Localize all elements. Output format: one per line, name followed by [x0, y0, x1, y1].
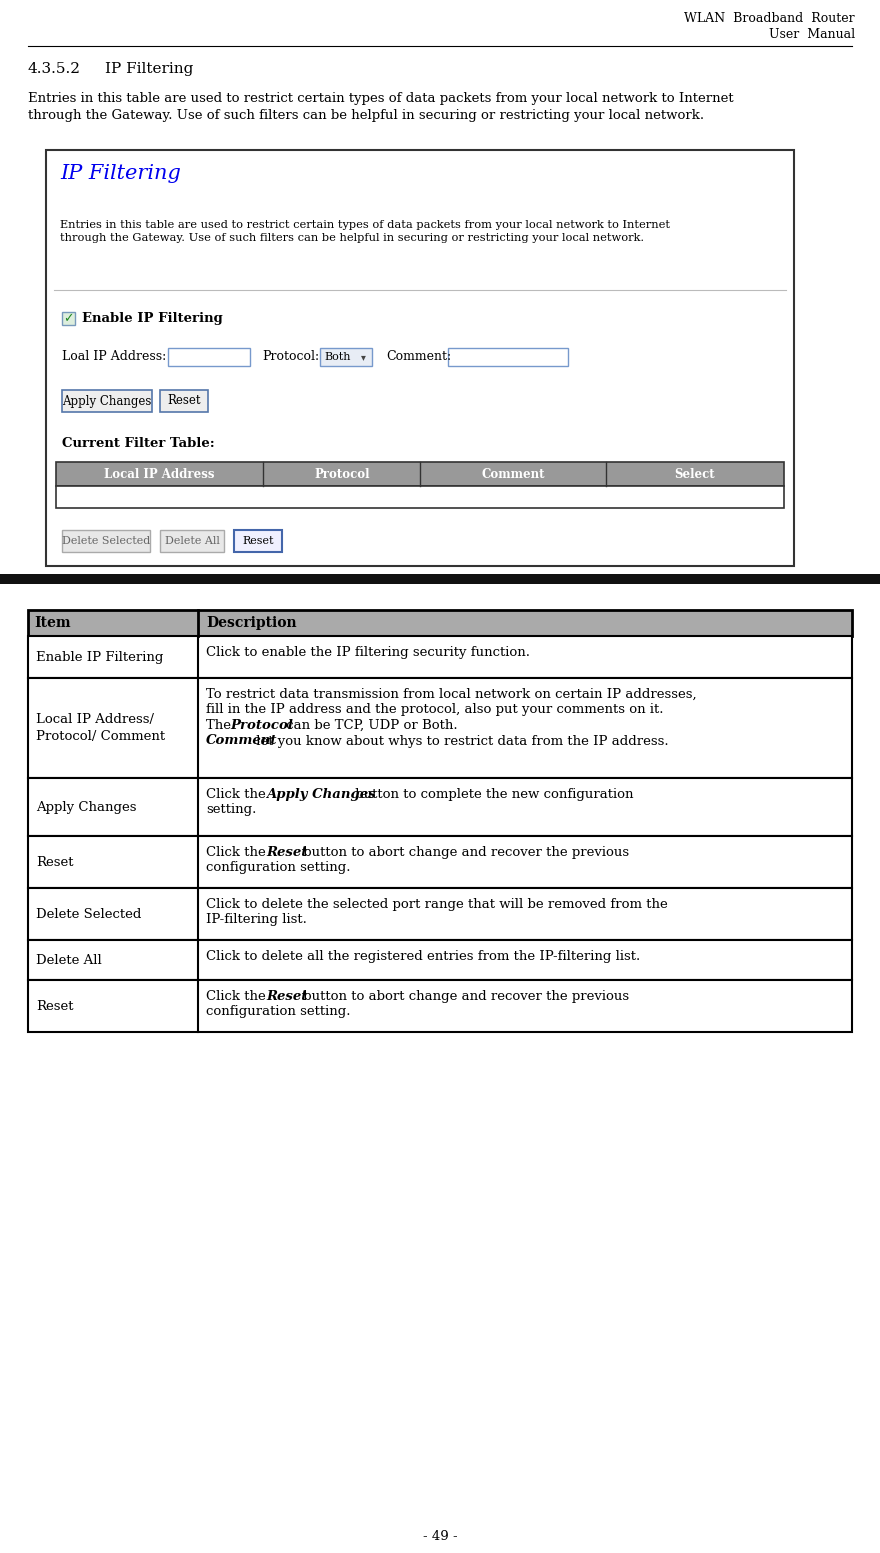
Text: Reset: Reset	[267, 989, 308, 1003]
Text: Protocol:: Protocol:	[262, 351, 319, 363]
Bar	[56, 461, 784, 486]
Text: Delete Selected: Delete Selected	[62, 536, 150, 547]
Bar	[28, 778, 852, 836]
Text: IP-filtering list.: IP-filtering list.	[206, 913, 307, 927]
Text: Local IP Address/
Protocol/ Comment: Local IP Address/ Protocol/ Comment	[36, 713, 165, 742]
Text: Both: Both	[324, 353, 350, 362]
Bar	[62, 312, 75, 325]
Bar	[28, 679, 852, 778]
Bar	[28, 940, 852, 980]
Text: Click to delete the selected port range that will be removed from the: Click to delete the selected port range …	[206, 898, 668, 912]
Bar	[28, 836, 852, 888]
Text: Click the: Click the	[206, 846, 270, 859]
Bar	[62, 390, 152, 412]
Text: button to abort change and recover the previous: button to abort change and recover the p…	[299, 846, 629, 859]
Text: Protocol: Protocol	[231, 719, 293, 731]
Text: Reset: Reset	[242, 536, 274, 547]
Text: Item: Item	[34, 617, 70, 631]
Text: Comment: Comment	[206, 735, 277, 747]
Text: button to complete the new configuration: button to complete the new configuration	[351, 787, 634, 801]
Bar	[62, 530, 150, 551]
Bar	[320, 348, 372, 367]
Text: Entries in this table are used to restrict certain types of data packets from yo: Entries in this table are used to restri…	[28, 92, 734, 123]
Text: Comment:: Comment:	[386, 351, 451, 363]
Text: WLAN  Broadband  Router: WLAN Broadband Router	[685, 12, 855, 25]
Text: Description: Description	[206, 617, 297, 631]
Text: To restrict data transmission from local network on certain IP addresses,: To restrict data transmission from local…	[206, 688, 697, 700]
Text: - 49 -: - 49 -	[422, 1530, 458, 1544]
Bar	[28, 637, 852, 679]
Bar	[0, 575, 880, 584]
Text: configuration setting.: configuration setting.	[206, 862, 350, 874]
Text: Select: Select	[674, 467, 715, 480]
Text: Delete All: Delete All	[36, 954, 102, 966]
Bar	[234, 530, 282, 551]
Bar	[448, 348, 568, 367]
Text: Loal IP Address:: Loal IP Address:	[62, 351, 166, 363]
Text: User  Manual: User Manual	[769, 28, 855, 40]
Text: Current Filter Table:: Current Filter Table:	[62, 436, 215, 450]
Text: IP Filtering: IP Filtering	[60, 165, 181, 183]
Text: Delete Selected: Delete Selected	[36, 907, 142, 921]
Text: Enable IP Filtering: Enable IP Filtering	[36, 651, 164, 663]
Bar	[46, 151, 794, 565]
Text: Reset: Reset	[167, 394, 201, 407]
Text: Comment: Comment	[481, 467, 545, 480]
Bar	[28, 610, 852, 637]
Text: Click the: Click the	[206, 989, 270, 1003]
Text: fill in the IP address and the protocol, also put your comments on it.: fill in the IP address and the protocol,…	[206, 704, 664, 716]
Text: 4.3.5.2: 4.3.5.2	[28, 62, 81, 76]
Text: Apply Changes: Apply Changes	[36, 800, 136, 814]
Text: ▾: ▾	[361, 353, 365, 362]
Text: let you know about whys to restrict data from the IP address.: let you know about whys to restrict data…	[252, 735, 668, 747]
Text: IP Filtering: IP Filtering	[105, 62, 194, 76]
Text: Click to delete all the registered entries from the IP-filtering list.: Click to delete all the registered entri…	[206, 950, 641, 963]
Text: Click to enable the IP filtering security function.: Click to enable the IP filtering securit…	[206, 646, 530, 658]
Text: ✓: ✓	[63, 312, 74, 325]
Text: Local IP Address: Local IP Address	[105, 467, 215, 480]
Text: Protocol: Protocol	[314, 467, 370, 480]
Bar	[28, 980, 852, 1033]
Text: Click the: Click the	[206, 787, 270, 801]
Text: Enable IP Filtering: Enable IP Filtering	[82, 312, 223, 325]
Bar	[56, 486, 784, 508]
Text: can be TCP, UDP or Both.: can be TCP, UDP or Both.	[282, 719, 458, 731]
Bar	[168, 348, 250, 367]
Text: Reset: Reset	[36, 856, 74, 868]
Bar	[28, 888, 852, 940]
Text: Reset: Reset	[36, 1000, 74, 1013]
Bar	[160, 530, 224, 551]
Text: setting.: setting.	[206, 803, 256, 817]
Text: Apply Changes: Apply Changes	[62, 394, 151, 407]
Text: Apply Changes: Apply Changes	[267, 787, 376, 801]
Text: configuration setting.: configuration setting.	[206, 1005, 350, 1019]
Text: Reset: Reset	[267, 846, 308, 859]
Text: Delete All: Delete All	[165, 536, 219, 547]
Text: button to abort change and recover the previous: button to abort change and recover the p…	[299, 989, 629, 1003]
Bar	[160, 390, 208, 412]
Text: The: The	[206, 719, 235, 731]
Text: Entries in this table are used to restrict certain types of data packets from yo: Entries in this table are used to restri…	[60, 221, 670, 242]
